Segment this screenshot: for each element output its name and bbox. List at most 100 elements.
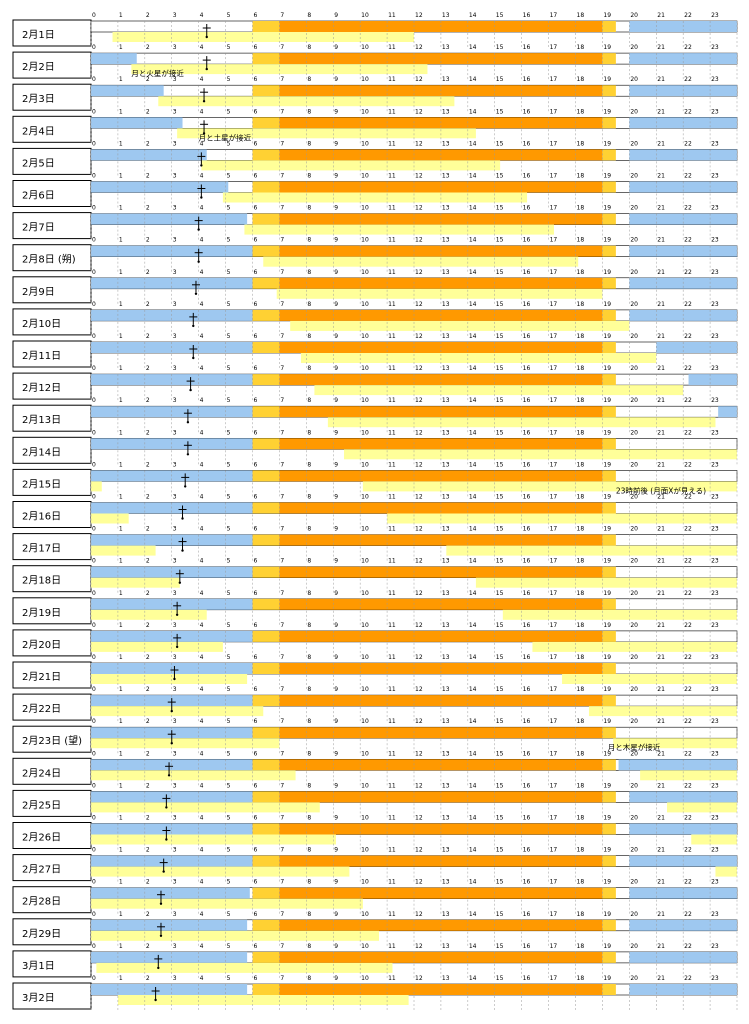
hour-tick-label: 0: [92, 269, 96, 276]
hour-tick-label: 18: [577, 237, 585, 244]
hour-tick-label: 17: [550, 140, 558, 147]
hour-tick-label: 6: [254, 44, 258, 51]
hour-tick-label: 18: [577, 108, 585, 115]
date-label: 2月4日: [22, 125, 55, 137]
hour-tick-label: 6: [254, 429, 258, 436]
hour-tick-label: 3: [173, 686, 177, 693]
night-segment: [91, 149, 207, 161]
hour-tick-label: 13: [442, 301, 450, 308]
hour-tick-label: 21: [657, 879, 665, 886]
hour-tick-label: 4: [200, 269, 204, 276]
hour-tick-label: 0: [92, 943, 96, 950]
hour-tick-label: 7: [280, 12, 284, 19]
date-label: 3月2日: [22, 992, 55, 1004]
hour-tick-label: 11: [388, 975, 396, 982]
hour-tick-label: 15: [496, 815, 504, 822]
hour-tick-label: 14: [469, 590, 477, 597]
hour-tick-label: 22: [684, 590, 692, 597]
twilight-segment: [252, 695, 280, 707]
hour-tick-label: 12: [415, 76, 423, 83]
hour-tick-label: 22: [684, 686, 692, 693]
hour-tick-label: 5: [227, 140, 231, 147]
hour-tick-label: 16: [523, 205, 531, 212]
hour-tick-label: 9: [334, 494, 338, 501]
hour-tick-label: 15: [496, 269, 504, 276]
hour-tick-label: 14: [469, 879, 477, 886]
hour-tick-label: 11: [388, 718, 396, 725]
hour-tick-label: 15: [496, 750, 504, 757]
hour-tick-label: 15: [496, 12, 504, 19]
hour-tick-label: 17: [550, 718, 558, 725]
hour-tick-label: 23: [711, 237, 719, 244]
hour-tick-label: 12: [415, 173, 423, 180]
hour-tick-label: 14: [469, 654, 477, 661]
hour-tick-label: 14: [469, 205, 477, 212]
hour-tick-label: 5: [227, 205, 231, 212]
hour-tick-label: 21: [657, 718, 665, 725]
night-segment: [718, 406, 737, 418]
hour-tick-label: 3: [173, 847, 177, 854]
hour-tick-label: 17: [550, 815, 558, 822]
twilight-segment: [602, 887, 616, 899]
hour-tick-label: 21: [657, 429, 665, 436]
hour-tick-label: 19: [603, 911, 611, 918]
hour-tick-label: 12: [415, 815, 423, 822]
hour-tick-label: 17: [550, 301, 558, 308]
hour-tick-label: 0: [92, 333, 96, 340]
hour-tick-label: 18: [577, 654, 585, 661]
hour-tick-label: 17: [550, 782, 558, 789]
hour-tick-label: 12: [415, 879, 423, 886]
hour-tick-label: 11: [388, 397, 396, 404]
hour-tick-label: 5: [227, 301, 231, 308]
hour-tick-label: 12: [415, 108, 423, 115]
hour-tick-label: 8: [307, 879, 311, 886]
celestial-mark-icon: [156, 922, 165, 937]
hour-tick-label: 7: [280, 815, 284, 822]
event-annotation: 月と土星が接近: [199, 132, 252, 142]
night-segment: [688, 374, 737, 386]
hour-tick-label: 16: [523, 750, 531, 757]
hour-tick-label: 12: [415, 847, 423, 854]
celestial-mark-icon: [167, 730, 176, 745]
hour-tick-label: 13: [442, 654, 450, 661]
hour-tick-label: 17: [550, 429, 558, 436]
hour-tick-label: 2: [146, 237, 150, 244]
celestial-mark-icon: [194, 248, 203, 263]
hour-tick-label: 23: [711, 590, 719, 597]
hour-tick-label: 20: [630, 301, 638, 308]
hour-tick-label: 12: [415, 44, 423, 51]
hour-tick-label: 16: [523, 911, 531, 918]
hour-tick-label: 14: [469, 173, 477, 180]
hour-tick-label: 2: [146, 847, 150, 854]
hour-tick-label: 17: [550, 847, 558, 854]
hour-tick-label: 2: [146, 975, 150, 982]
celestial-mark-icon: [200, 120, 209, 135]
hour-tick-label: 6: [254, 558, 258, 565]
hour-tick-label: 11: [388, 526, 396, 533]
hour-tick-label: 13: [442, 590, 450, 597]
hour-tick-label: 16: [523, 847, 531, 854]
hour-tick-label: 22: [684, 44, 692, 51]
date-label: 2月21日: [22, 671, 61, 683]
hour-tick-label: 13: [442, 269, 450, 276]
hour-tick-label: 16: [523, 301, 531, 308]
twilight-segment: [602, 53, 616, 65]
moon-visible-segment: [314, 385, 684, 396]
hour-tick-label: 11: [388, 12, 396, 19]
hour-tick-label: 16: [523, 12, 531, 19]
hour-tick-label: 11: [388, 205, 396, 212]
hour-tick-label: 14: [469, 397, 477, 404]
celestial-mark-icon: [202, 56, 211, 71]
hour-tick-label: 2: [146, 750, 150, 757]
hour-tick-label: 15: [496, 590, 504, 597]
hour-tick-label: 17: [550, 237, 558, 244]
hour-tick-label: 11: [388, 140, 396, 147]
hour-tick-label: 9: [334, 622, 338, 629]
date-label: 2月2日: [22, 61, 55, 73]
moon-visible-segment: [91, 706, 264, 717]
